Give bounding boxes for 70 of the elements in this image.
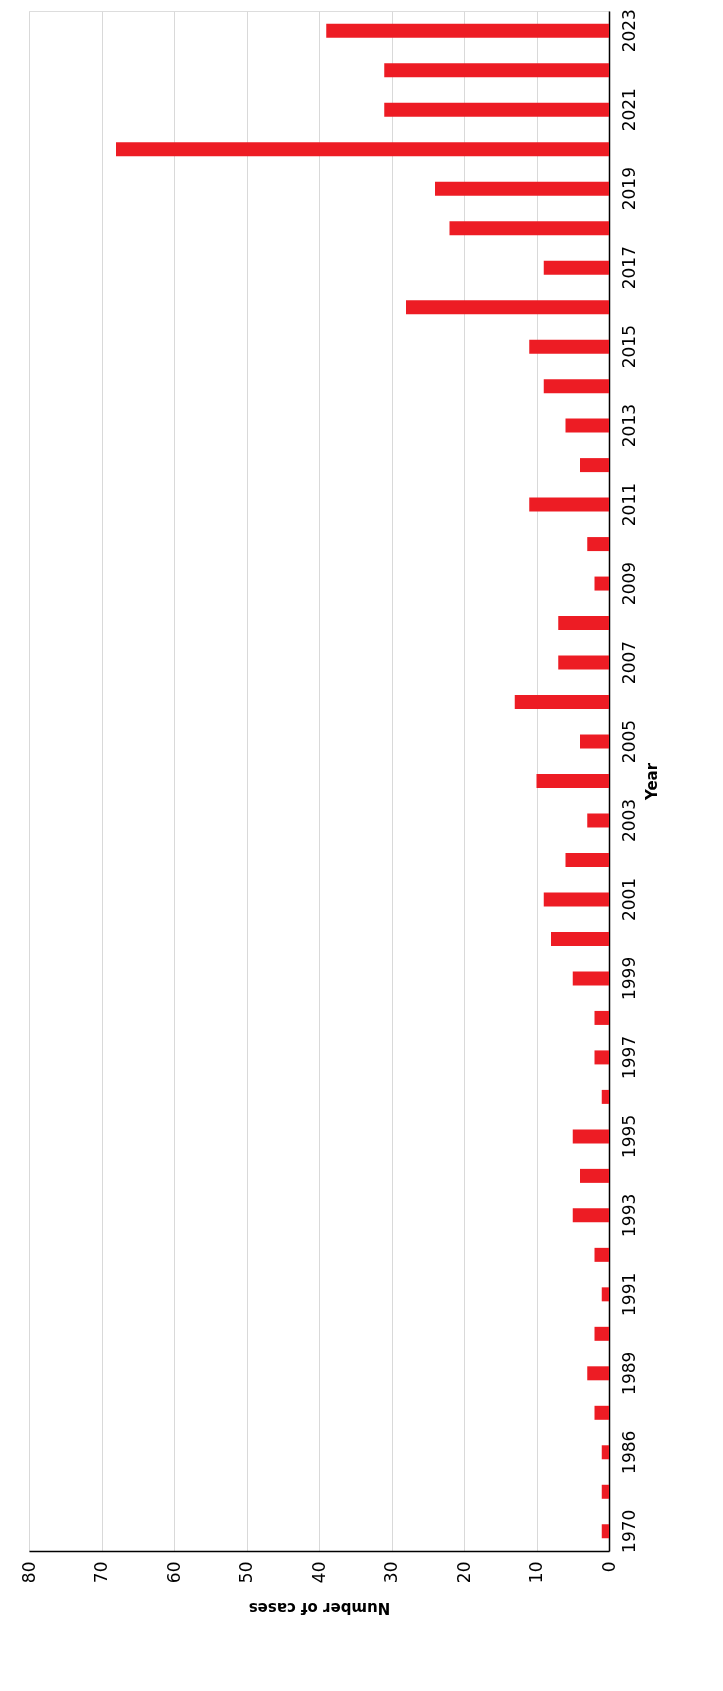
y-tick-label: 2023: [618, 9, 639, 53]
y-tick-label: 1989: [618, 1351, 639, 1395]
bar: [594, 1050, 609, 1065]
y-tick-label: 2005: [618, 719, 639, 764]
y-tick-label: 1995: [618, 1114, 639, 1159]
bar: [580, 734, 609, 749]
y-tick-label: 1993: [618, 1193, 639, 1237]
bar: [326, 23, 609, 38]
bar: [572, 1129, 609, 1144]
x-tick-label: 0: [598, 1561, 619, 1573]
bar: [601, 1445, 609, 1460]
bar: [572, 971, 609, 986]
y-tick-label: 2019: [618, 167, 639, 211]
bar: [116, 142, 609, 157]
y-tick-label: 1986: [618, 1430, 639, 1474]
bar: [565, 852, 609, 867]
bar: [529, 497, 609, 512]
y-tick-label: 1991: [618, 1272, 639, 1316]
x-axis-title: Number of cases: [248, 1599, 391, 1618]
y-tick-label: 2003: [618, 798, 639, 843]
x-tick-label: 80: [18, 1561, 39, 1584]
bar: [384, 102, 609, 117]
bar: [565, 418, 609, 433]
y-tick-label: 2021: [618, 88, 639, 132]
bar: [601, 1287, 609, 1302]
bar: [406, 300, 609, 315]
x-tick-label: 20: [453, 1561, 474, 1584]
x-tick-label: 40: [308, 1561, 329, 1584]
bar: [449, 221, 609, 236]
bar: [435, 181, 609, 196]
y-tick-label: 2009: [618, 561, 639, 606]
bar: [594, 1010, 609, 1025]
y-tick-label: 2007: [618, 640, 639, 685]
bar: [536, 774, 609, 788]
bar: [529, 339, 609, 354]
x-tick-label: 30: [381, 1561, 401, 1584]
bar: [543, 379, 609, 394]
bar: [587, 537, 609, 552]
bar: [543, 260, 609, 275]
bar: [601, 1524, 609, 1539]
y-tick-label: 2017: [618, 246, 639, 290]
bar: [601, 1089, 609, 1104]
bar: [601, 1484, 609, 1499]
y-tick-label: 2011: [618, 482, 639, 527]
y-tick-label: 1970: [618, 1509, 639, 1553]
y-tick-label: 2001: [618, 877, 639, 922]
bar: [580, 1168, 609, 1183]
x-tick-label: 10: [526, 1561, 546, 1584]
bar: [558, 655, 609, 670]
x-tick-label: 50: [236, 1561, 256, 1584]
bar: [594, 1247, 609, 1262]
y-tick-label: 1997: [618, 1035, 639, 1080]
bar: [558, 616, 609, 631]
bar: [594, 576, 609, 591]
y-axis-title: Year: [642, 762, 661, 802]
bar: [580, 458, 609, 473]
bar: [551, 931, 609, 946]
y-tick-label: 1999: [618, 956, 639, 1001]
bar: [587, 1366, 609, 1381]
bar: [587, 813, 609, 828]
bar: [594, 1405, 609, 1420]
bar: [572, 1208, 609, 1223]
bar: [384, 63, 609, 78]
bar: [594, 1326, 609, 1341]
x-tick-label: 60: [163, 1561, 184, 1584]
bar: [543, 892, 609, 907]
bar: [514, 695, 609, 710]
x-tick-label: 70: [91, 1561, 111, 1584]
y-tick-label: 2015: [618, 325, 639, 369]
y-tick-label: 2013: [618, 403, 639, 448]
